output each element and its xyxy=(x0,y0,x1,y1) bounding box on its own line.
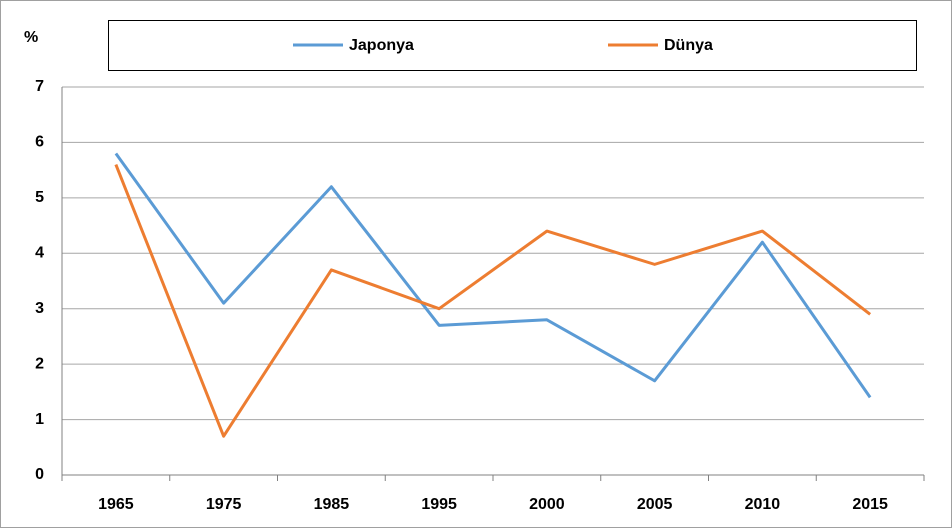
y-tick-label: 5 xyxy=(35,189,44,206)
series-line xyxy=(114,152,872,399)
series-line xyxy=(114,164,872,438)
x-tick-label: 2000 xyxy=(529,496,565,513)
x-tick-label: 2005 xyxy=(637,496,673,513)
y-tick-label: 1 xyxy=(35,411,44,428)
legend-box xyxy=(108,20,917,71)
legend-label: Japonya xyxy=(349,37,414,54)
x-tick-label: 1995 xyxy=(421,496,457,513)
x-tick-label: 2010 xyxy=(745,496,781,513)
y-tick-label: 0 xyxy=(35,466,44,483)
y-tick-label: 7 xyxy=(35,78,44,95)
x-tick-label: 1975 xyxy=(206,496,242,513)
x-tick-label: 2015 xyxy=(852,496,888,513)
y-tick-label: 3 xyxy=(35,300,44,317)
y-axis-label: % xyxy=(24,29,38,46)
x-tick-label: 1985 xyxy=(314,496,350,513)
x-tick-label: 1965 xyxy=(98,496,134,513)
y-tick-label: 4 xyxy=(35,245,44,262)
y-tick-label: 2 xyxy=(35,355,44,372)
legend-label: Dünya xyxy=(664,37,713,54)
y-tick-label: 6 xyxy=(35,134,44,151)
